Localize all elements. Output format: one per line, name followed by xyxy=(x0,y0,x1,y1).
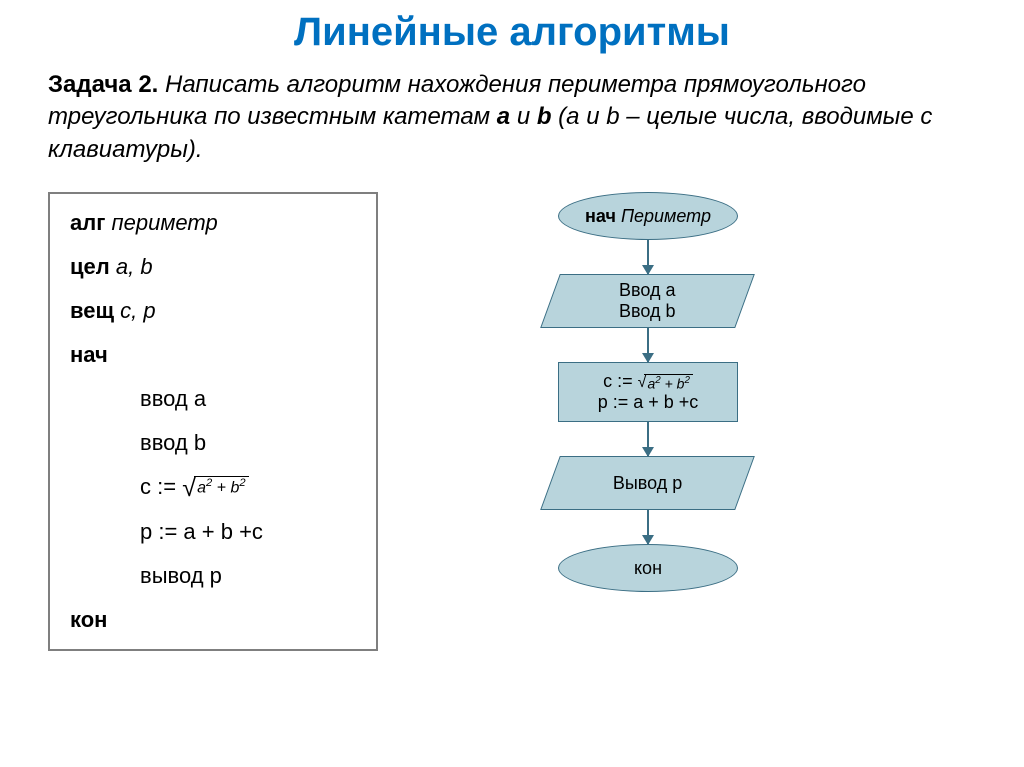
flow-end-label: кон xyxy=(634,558,662,579)
page-title: Линейные алгоритмы xyxy=(48,10,976,55)
flow-output-p: Вывод p xyxy=(613,473,682,494)
kw-alg: алг xyxy=(70,210,105,235)
code-line-1: алг периметр xyxy=(70,210,356,236)
flow-start-name: Периметр xyxy=(621,206,711,226)
code-line-9: вывод p xyxy=(70,563,356,589)
code-line-4: нач xyxy=(70,342,356,368)
flow-input-a: Ввод a xyxy=(619,280,676,301)
arrow-3 xyxy=(647,422,649,456)
sqrt-icon: √ a2 + b2 xyxy=(638,374,693,392)
kw-begin: нач xyxy=(70,342,108,367)
arrow-2 xyxy=(647,328,649,362)
code-line-10: кон xyxy=(70,607,356,633)
assign-c-pre: c := xyxy=(140,474,182,499)
code-line-7: c := √ a2 + b2 xyxy=(70,474,356,501)
slide: Линейные алгоритмы Задача 2. Написать ал… xyxy=(0,0,1024,767)
arrow-4 xyxy=(647,510,649,544)
flow-input-b: Ввод b xyxy=(619,301,676,322)
arrow-1 xyxy=(647,240,649,274)
flow-end: кон xyxy=(558,544,738,592)
int-vars: a, b xyxy=(116,254,153,279)
kw-end: кон xyxy=(70,607,107,632)
problem-body: Написать алгоритм нахождения периметра п… xyxy=(48,71,932,163)
flow-process: c := √ a2 + b2 p := a + b +c xyxy=(558,362,738,422)
pseudocode-box: алг периметр цел a, b вещ c, p нач ввод … xyxy=(48,192,378,651)
code-line-8: p := a + b +c xyxy=(70,519,356,545)
sqrt-icon: √ a2 + b2 xyxy=(182,476,248,501)
alg-name: периметр xyxy=(112,210,218,235)
flow-start: нач Периметр xyxy=(558,192,738,240)
code-line-5: ввод a xyxy=(70,386,356,412)
problem-a: a xyxy=(497,103,510,130)
proc-c-pre: c := xyxy=(603,371,638,391)
content-row: алг периметр цел a, b вещ c, p нач ввод … xyxy=(48,192,976,692)
problem-b: b xyxy=(537,103,552,130)
flow-output: Вывод p xyxy=(540,456,755,510)
problem-and: и xyxy=(510,103,537,130)
code-line-3: вещ c, p xyxy=(70,298,356,324)
problem-lead: Задача 2. xyxy=(48,71,158,98)
flow-process-line1: c := √ a2 + b2 xyxy=(603,371,693,392)
flow-input: Ввод a Ввод b xyxy=(540,274,755,328)
kw-real: вещ xyxy=(70,298,114,323)
problem-statement: Задача 2. Написать алгоритм нахождения п… xyxy=(48,69,976,166)
code-line-6: ввод b xyxy=(70,430,356,456)
flow-process-line2: p := a + b +c xyxy=(598,392,699,413)
kw-int: цел xyxy=(70,254,110,279)
flow-start-kw: нач xyxy=(585,206,616,226)
real-vars: c, p xyxy=(120,298,155,323)
flowchart: нач Периметр Ввод a Ввод b c := xyxy=(438,192,858,692)
code-line-2: цел a, b xyxy=(70,254,356,280)
